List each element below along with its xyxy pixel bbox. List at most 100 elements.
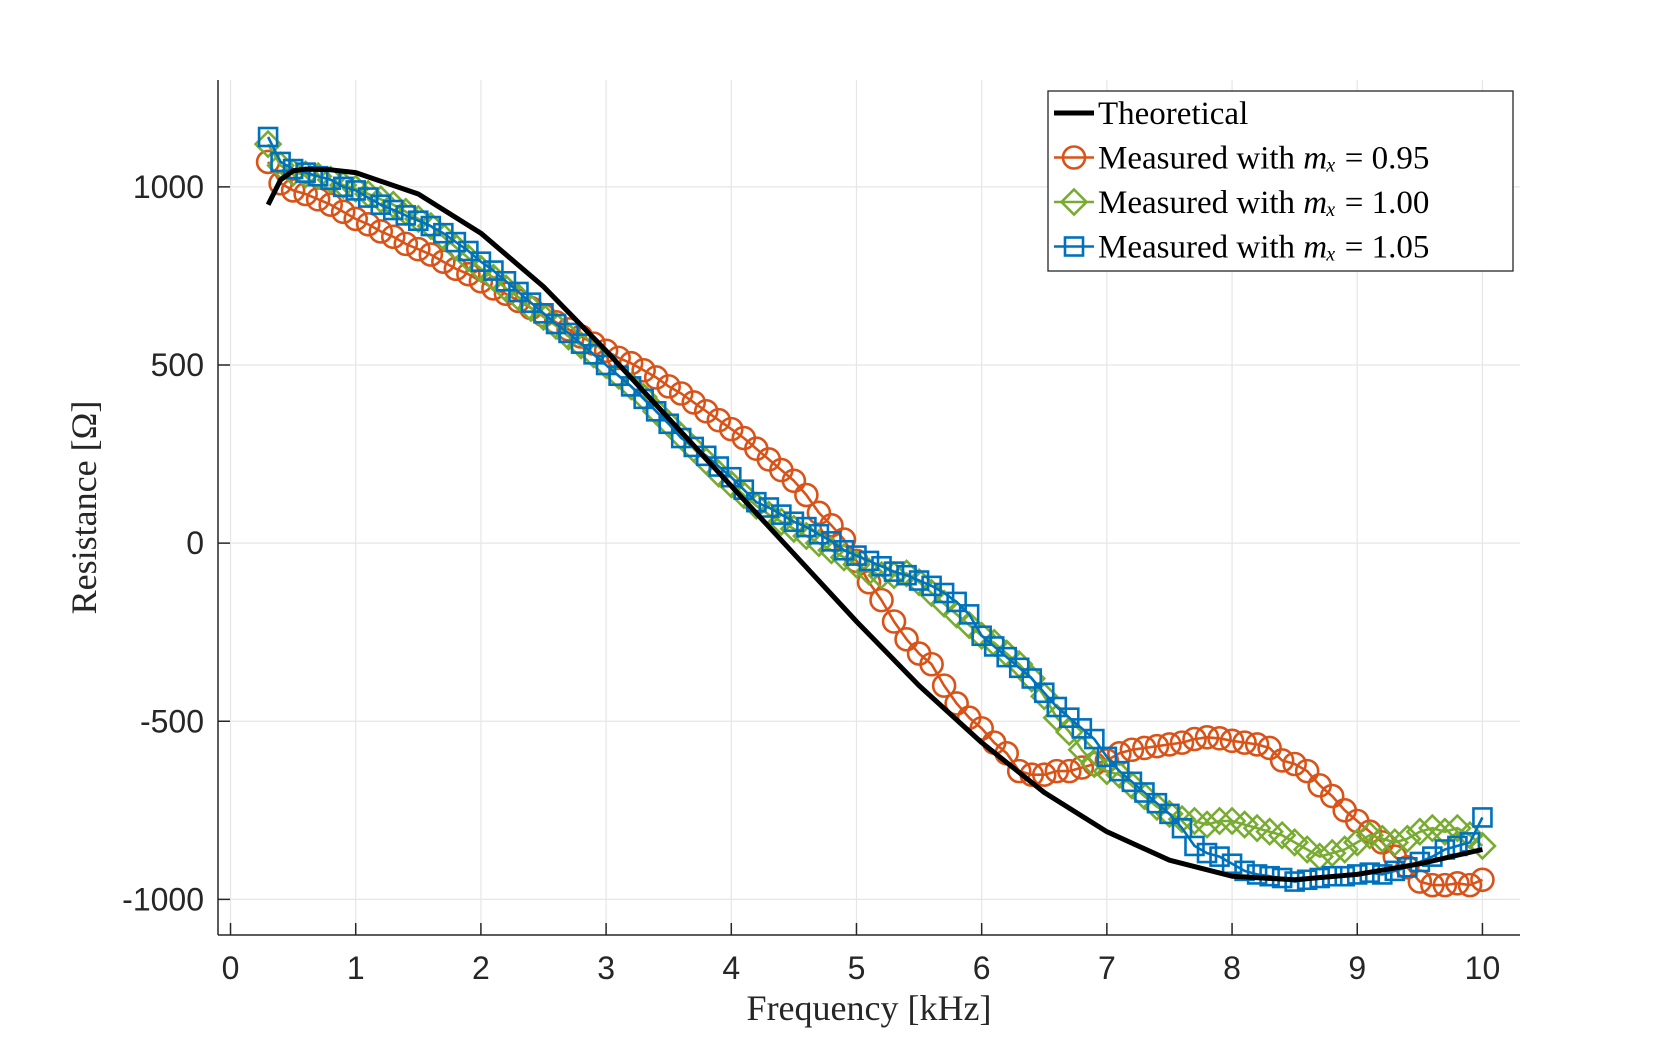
point-m105-97 [1472, 807, 1493, 828]
point-m100-97 [1468, 831, 1497, 861]
point-m095-11 [393, 231, 419, 257]
point-m095-13 [418, 242, 444, 267]
point-m105-56 [958, 604, 980, 625]
x-tick-label-1: 1 [347, 950, 365, 986]
x-tick-label-3: 3 [597, 950, 615, 986]
series-m095 [255, 149, 1495, 898]
series-line-theoretical [265, 166, 1483, 883]
point-m095-33 [668, 381, 694, 406]
point-m095-73 [1169, 730, 1195, 755]
point-m105-62 [1033, 682, 1055, 704]
axes [217, 80, 1520, 936]
y-tick-label-4: 1000 [133, 169, 204, 205]
point-m105-6 [332, 176, 354, 198]
point-m095-71 [1144, 733, 1170, 759]
point-m095-72 [1157, 732, 1182, 757]
point-m105-12 [408, 210, 429, 232]
point-m105-65 [1071, 718, 1093, 739]
point-m095-27 [593, 338, 619, 364]
point-m105-77 [1221, 853, 1243, 875]
point-m095-82 [1282, 751, 1307, 777]
point-m095-64 [1057, 758, 1082, 784]
point-m105-10 [382, 199, 404, 221]
series-theoretical [265, 166, 1483, 883]
point-m095-62 [1031, 762, 1057, 787]
point-m100-81 [1267, 820, 1297, 850]
legend-entry-m100: Measured with mₓ = 1.00 [1054, 185, 1429, 221]
point-m105-69 [1121, 771, 1143, 793]
point-m105-9 [370, 194, 392, 215]
point-m105-18 [483, 260, 504, 281]
point-m095-36 [706, 407, 732, 433]
point-m100-91 [1392, 824, 1422, 854]
y-tick-label-1: -500 [140, 703, 204, 739]
point-m105-42 [783, 511, 805, 533]
point-m095-43 [794, 482, 819, 508]
point-m105-57 [971, 625, 992, 647]
x-axis-title: Frequency [kHz] [747, 988, 992, 1028]
point-m100-75 [1192, 810, 1222, 839]
point-m105-75 [1196, 842, 1218, 864]
legend-box [1047, 90, 1514, 272]
x-tick-label-8: 8 [1223, 950, 1241, 986]
x-tick-label-2: 2 [472, 950, 490, 986]
point-m095-69 [1119, 737, 1145, 763]
point-m095-95 [1445, 871, 1470, 896]
y-axis-title: Resistance [Ω] [64, 401, 104, 615]
legend-marker-m100 [1059, 187, 1089, 217]
point-m105-76 [1209, 846, 1230, 867]
point-m095-31 [643, 365, 669, 390]
point-m095-9 [368, 219, 394, 244]
point-m095-7 [343, 206, 369, 232]
point-m105-19 [495, 270, 517, 292]
point-m095-10 [380, 224, 406, 250]
point-m100-86 [1330, 835, 1360, 864]
point-m095-16 [456, 261, 481, 287]
legend-label-m095: Measured with mₓ = 0.95 [1098, 141, 1429, 177]
point-m105-16 [458, 240, 479, 262]
point-m105-8 [357, 187, 379, 208]
point-m105-70 [1134, 782, 1155, 803]
point-m105-0 [257, 126, 279, 148]
point-m095-83 [1294, 758, 1320, 784]
point-m100-95 [1443, 813, 1472, 843]
point-m105-73 [1171, 817, 1193, 839]
point-m100-82 [1280, 828, 1309, 857]
point-m095-77 [1219, 728, 1245, 754]
series-layer [253, 126, 1497, 898]
point-m100-92 [1405, 817, 1435, 847]
point-m095-74 [1182, 726, 1207, 752]
point-m105-58 [983, 636, 1005, 657]
point-m105-40 [758, 497, 780, 518]
point-m095-32 [656, 374, 681, 399]
point-m105-43 [796, 516, 817, 538]
legend-marker-m105 [1063, 236, 1085, 257]
point-m100-87 [1342, 828, 1372, 857]
point-m105-22 [533, 303, 554, 324]
point-m095-24 [556, 317, 581, 342]
point-m095-34 [681, 390, 707, 415]
legend-label-m105: Measured with mₓ = 1.05 [1098, 230, 1429, 266]
legend-entry-theoretical: Theoretical [1054, 96, 1248, 132]
legend: Theoretical Measured with mₓ = 0.95 Measur… [1047, 90, 1514, 272]
point-m105-72 [1159, 803, 1180, 825]
point-m095-37 [718, 416, 744, 442]
point-m095-50 [881, 609, 907, 634]
point-m105-48 [858, 550, 880, 572]
point-m095-63 [1044, 758, 1070, 784]
point-m105-63 [1046, 696, 1068, 718]
x-tick-label-0: 0 [222, 950, 240, 986]
point-m095-94 [1432, 872, 1458, 898]
point-m100-66 [1080, 749, 1109, 779]
point-m095-2 [280, 178, 306, 203]
point-m105-49 [871, 555, 892, 577]
point-m105-41 [771, 504, 792, 525]
point-m105-50 [883, 561, 905, 582]
point-m095-70 [1132, 735, 1157, 761]
point-m100-76 [1205, 806, 1234, 836]
point-m095-78 [1232, 730, 1257, 755]
legend-entry-m095: Measured with mₓ = 0.95 [1054, 141, 1429, 177]
tick-labels: 0 1 2 3 4 5 6 7 8 9 10 -1000 -500 0 500 1000 [122, 169, 1500, 986]
legend-label-m100: Measured with mₓ = 1.00 [1098, 185, 1429, 221]
point-m095-12 [406, 236, 431, 262]
